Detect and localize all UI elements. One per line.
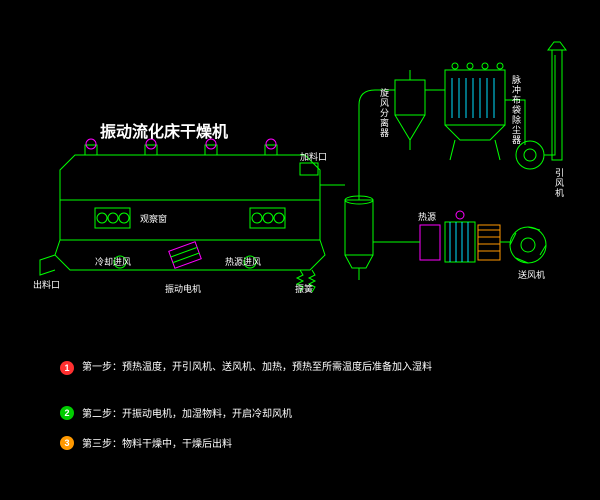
step-2: 2 第二步：开振动电机，加湿物料，开启冷却风机 — [60, 405, 292, 420]
label-hot-in: 热源进风 — [225, 255, 261, 268]
step-1-text: 第一步：预热温度，开引风机、送风机、加热，预热至所需温度后准备加入湿料 — [82, 360, 432, 375]
label-cool-in: 冷却进风 — [95, 255, 131, 268]
label-vib-spring: 振簧 — [295, 282, 313, 295]
label-supply-fan: 送风机 — [518, 268, 545, 281]
label-vib-motor: 振动电机 — [165, 282, 201, 295]
step-2-text: 第二步：开振动电机，加湿物料，开启冷却风机 — [82, 405, 292, 420]
label-feed: 加料口 — [300, 150, 327, 163]
diagram-canvas: 振动流化床干燥机 加料口 出料口 观察窗 冷却进风 热源进风 振动电机 振簧 旋… — [0, 0, 600, 500]
step-2-badge: 2 — [60, 406, 74, 420]
label-observe: 观察窗 — [140, 212, 167, 225]
label-baghouse: 脉冲布袋除尘器 — [510, 75, 523, 145]
diagram-title: 振动流化床干燥机 — [100, 118, 228, 142]
step-1: 1 第一步：预热温度，开引风机、送风机、加热，预热至所需温度后准备加入湿料 — [60, 360, 540, 375]
step-1-badge: 1 — [60, 361, 74, 375]
label-cyclone: 旋风分离器 — [378, 88, 391, 138]
step-3-text: 第三步：物料干燥中，干燥后出料 — [82, 435, 232, 450]
step-3-badge: 3 — [60, 436, 74, 450]
label-heat-src: 热源 — [418, 210, 436, 223]
step-3: 3 第三步：物料干燥中，干燥后出料 — [60, 435, 232, 450]
label-outlet: 出料口 — [33, 278, 60, 291]
label-id-fan: 引风机 — [553, 168, 566, 198]
